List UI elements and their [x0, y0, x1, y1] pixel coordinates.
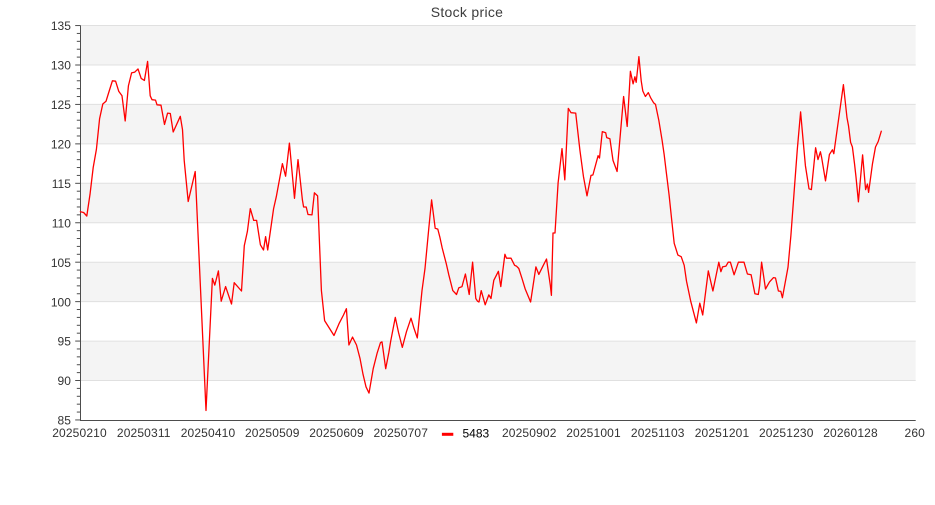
svg-text:85: 85 [58, 414, 72, 428]
svg-text:20250509: 20250509 [245, 426, 300, 440]
svg-text:100: 100 [51, 295, 71, 309]
svg-text:120: 120 [51, 138, 71, 152]
svg-text:105: 105 [51, 256, 71, 270]
svg-text:260: 260 [905, 426, 926, 440]
svg-text:115: 115 [52, 177, 71, 191]
svg-text:Stock price: Stock price [431, 4, 504, 20]
svg-text:5483: 5483 [463, 426, 490, 440]
svg-text:20250707: 20250707 [373, 426, 428, 440]
svg-text:95: 95 [58, 335, 72, 349]
svg-text:20250410: 20250410 [181, 426, 236, 440]
svg-text:20250609: 20250609 [309, 426, 364, 440]
svg-text:20250902: 20250902 [502, 426, 557, 440]
svg-text:20251001: 20251001 [566, 426, 621, 440]
svg-text:20250311: 20250311 [117, 426, 171, 440]
svg-text:20251103: 20251103 [631, 426, 685, 440]
svg-text:135: 135 [51, 19, 71, 33]
svg-text:20251201: 20251201 [695, 426, 750, 440]
svg-text:110: 110 [52, 216, 71, 230]
svg-text:20260128: 20260128 [823, 426, 878, 440]
svg-text:20251230: 20251230 [759, 426, 814, 440]
svg-text:125: 125 [51, 98, 71, 112]
svg-text:90: 90 [58, 374, 72, 388]
svg-text:20250210: 20250210 [52, 426, 107, 440]
svg-text:130: 130 [51, 59, 71, 73]
